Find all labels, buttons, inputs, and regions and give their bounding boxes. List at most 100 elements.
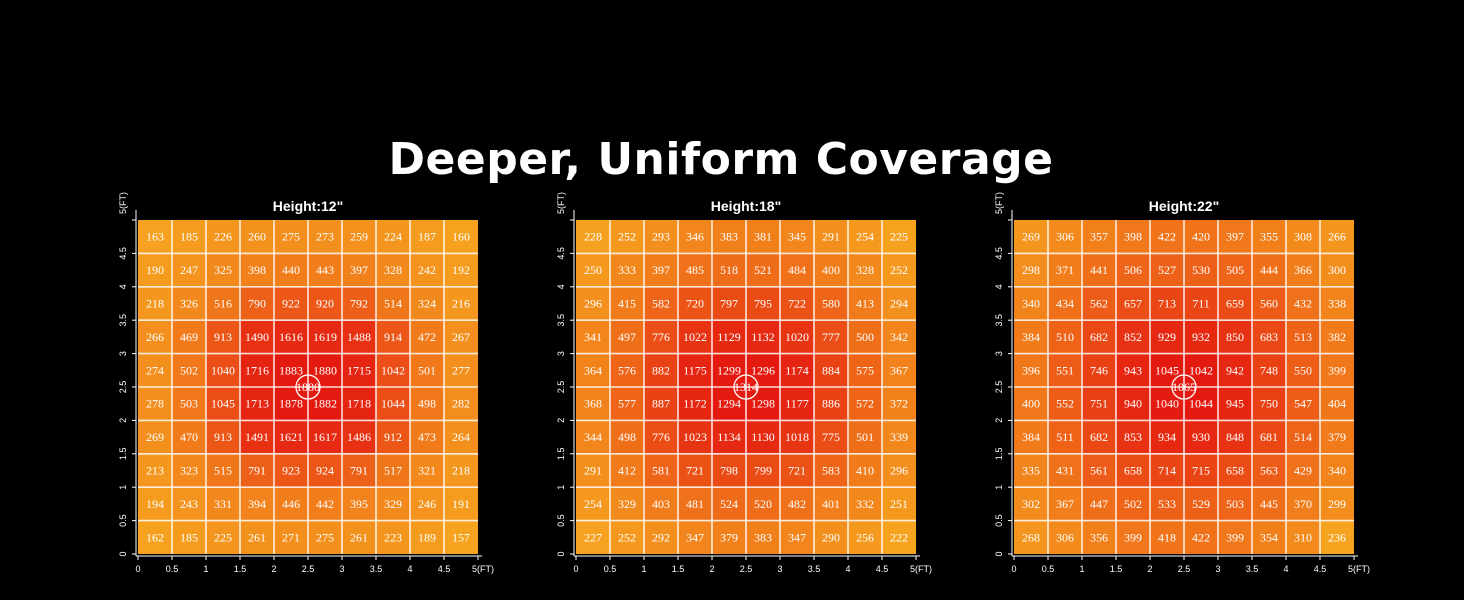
cell-value: 325 [214,263,232,277]
cell-value: 1883 [279,363,303,377]
x-tick-label: 3 [339,564,344,574]
heatmap-cell [1286,286,1320,321]
heatmap-cell [712,353,746,387]
cell-value: 775 [822,430,840,444]
heatmap-cell [780,286,814,321]
cell-value: 1491 [245,430,269,444]
cell-value: 341 [584,330,602,344]
cell-value: 505 [1226,263,1244,277]
y-tick-label: 1.5 [556,448,566,461]
cell-value: 912 [384,430,402,444]
cell-value: 329 [384,497,402,511]
cell-value: 518 [720,263,738,277]
x-tick-label: 2 [709,564,714,574]
cell-value: 326 [180,297,198,311]
heatmap-cell [138,220,172,254]
heatmap-panel-18in: Height:18" 228 252 293 346 383 381 345 291 254 22… [548,192,932,590]
x-tick-label: 0.5 [166,564,179,574]
cell-value: 943 [1124,363,1142,377]
cell-value: 484 [788,263,806,277]
cell-value: 581 [652,464,670,478]
cell-value: 884 [822,363,840,377]
heatmap-cell [444,387,478,421]
cell-value: 254 [584,497,602,511]
cell-value: 583 [822,464,840,478]
heatmap-cell [274,487,308,521]
y-tick-label: 0.5 [118,514,128,527]
cell-value: 383 [754,530,772,544]
heatmap-cell [342,253,376,287]
heatmap-cell [1286,353,1320,387]
cell-value: 503 [1226,497,1244,511]
cell-value: 503 [180,397,198,411]
chart-title: Height:18" [710,198,782,214]
cell-value: 224 [384,230,402,244]
heatmap-cell [712,253,746,287]
heatmap-cell [138,520,172,554]
heatmap-cell [746,420,780,454]
cell-value: 713 [1158,297,1176,311]
cell-value: 659 [1226,297,1244,311]
cell-value: 515 [214,464,232,478]
cell-value: 413 [856,297,874,311]
heatmap-cell [678,286,712,321]
heatmap-cell [882,353,916,387]
cell-value: 1713 [245,397,269,411]
heatmap-cell [1184,253,1218,287]
cell-value: 945 [1226,397,1244,411]
heatmap-cell [576,320,610,354]
heatmap-cell [1082,286,1116,321]
cell-value: 252 [618,530,636,544]
heatmap-cell [376,353,410,387]
heatmap-cell [644,453,678,488]
cell-value: 260 [248,230,266,244]
heatmap-cell [444,420,478,454]
heatmap-cell [1218,387,1252,421]
heatmap-cell [1014,487,1048,521]
cell-value: 1044 [1189,397,1213,411]
y-tick-label: 4 [994,284,1004,289]
heatmap-cell [274,253,308,287]
cell-value: 278 [146,397,164,411]
heatmap-cell [678,387,712,421]
cell-value: 300 [1328,263,1346,277]
cell-value: 942 [1226,363,1244,377]
cell-value: 347 [686,530,704,544]
cell-value: 446 [282,497,300,511]
heatmap-cell [206,353,240,387]
cell-value: 266 [1328,230,1346,244]
heatmap-cell [814,353,848,387]
cell-value: 501 [418,363,436,377]
cell-value: 228 [584,230,602,244]
heatmap-cell [342,286,376,321]
cell-value: 382 [1328,330,1346,344]
cell-value: 185 [180,230,198,244]
cell-value: 1044 [381,397,405,411]
heatmap-cell [848,320,882,354]
cell-value: 1175 [683,363,707,377]
cell-value: 294 [890,297,908,311]
heatmap-cell [848,420,882,454]
x-tick-label: 4 [845,564,850,574]
cell-value: 506 [1124,263,1142,277]
cell-value: 299 [1328,497,1346,511]
cell-value: 722 [788,297,806,311]
heatmap-cell [712,520,746,554]
heatmap-cell [1184,320,1218,354]
heatmap-cell [1218,487,1252,521]
heatmap-cell [444,220,478,254]
heatmap-cell [1252,353,1286,387]
heatmap-cell [1048,487,1082,521]
heatmap-cell [410,220,444,254]
cell-value: 191 [452,497,470,511]
heatmap-cell [342,353,376,387]
cell-value: 401 [822,497,840,511]
cell-value: 372 [890,397,908,411]
heatmap-cell [1252,453,1286,488]
cell-value: 853 [1124,430,1142,444]
heatmap-cell [780,320,814,354]
heatmap-cell [206,487,240,521]
cell-value: 370 [1294,497,1312,511]
heatmap-cell [308,320,342,354]
